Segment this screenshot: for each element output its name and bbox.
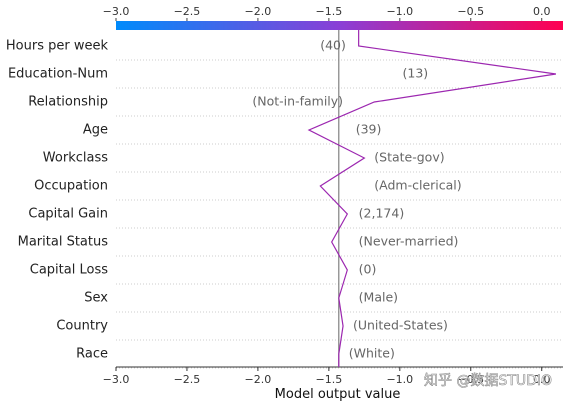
x-tick-label: −3.0 xyxy=(103,373,130,386)
x-tick-label: −2.0 xyxy=(245,373,272,386)
feature-value-label: (Not-in-family) xyxy=(252,94,343,109)
feature-value-label: (United-States) xyxy=(353,318,448,333)
feature-name: Occupation xyxy=(34,179,108,194)
x-tick-label: −1.5 xyxy=(315,373,342,386)
colorbar-tick-label: −1.5 xyxy=(315,5,342,18)
colorbar: −3.0 −2.5 −2.0 −1.5 −1.0 −0.5 0.0 xyxy=(103,5,563,30)
feature-name: Capital Loss xyxy=(30,263,108,278)
feature-value-label: (Male) xyxy=(359,290,398,305)
feature-name: Education-Num xyxy=(8,67,108,82)
feature-value-label: (Never-married) xyxy=(359,234,459,249)
colorbar-tick-label: −2.0 xyxy=(245,5,272,18)
colorbar-tick-label: 0.0 xyxy=(533,5,551,18)
feature-value-label: (40) xyxy=(320,38,346,53)
feature-name: Sex xyxy=(84,291,108,306)
feature-labels: Hours per week Education-Num Relationship A… xyxy=(6,39,109,362)
feature-value-label: (13) xyxy=(403,66,429,81)
feature-value-label: (2,174) xyxy=(359,206,405,221)
decision-line xyxy=(307,30,556,367)
x-tick-label: −1.0 xyxy=(386,373,413,386)
feature-name: Country xyxy=(56,319,108,334)
feature-name: Age xyxy=(83,123,108,138)
feature-value-label: (0) xyxy=(359,262,377,277)
grid-lines xyxy=(116,59,563,369)
x-axis: −3.0 −2.5 −2.0 −1.5 −1.0 −0.5 0.0 xyxy=(103,366,563,386)
x-tick-label: −2.5 xyxy=(174,373,201,386)
colorbar-tick-label: −2.5 xyxy=(174,5,201,18)
x-tick-label: 0.0 xyxy=(533,373,551,386)
colorbar-tick-label: −0.5 xyxy=(457,5,484,18)
feature-name: Hours per week xyxy=(6,39,109,54)
feature-name: Marital Status xyxy=(18,235,109,250)
colorbar-gradient xyxy=(116,21,563,30)
x-axis-label: Model output value xyxy=(275,387,401,402)
feature-values: (40) (13) (Not-in-family) (39) (State-gov) (A… xyxy=(252,38,461,361)
x-tick-label: −0.5 xyxy=(457,373,484,386)
feature-value-label: (White) xyxy=(349,346,395,361)
colorbar-tick-label: −3.0 xyxy=(103,5,130,18)
feature-value-label: (State-gov) xyxy=(374,150,444,165)
watermark: 知乎 @数据STUDIO xyxy=(424,372,552,389)
feature-value-label: (Adm-clerical) xyxy=(374,178,461,193)
feature-name: Workclass xyxy=(43,151,108,166)
feature-value-label: (39) xyxy=(356,122,382,137)
feature-name: Relationship xyxy=(28,95,108,110)
feature-name: Race xyxy=(76,347,108,362)
colorbar-tick-label: −1.0 xyxy=(386,5,413,18)
feature-name: Capital Gain xyxy=(28,207,108,222)
